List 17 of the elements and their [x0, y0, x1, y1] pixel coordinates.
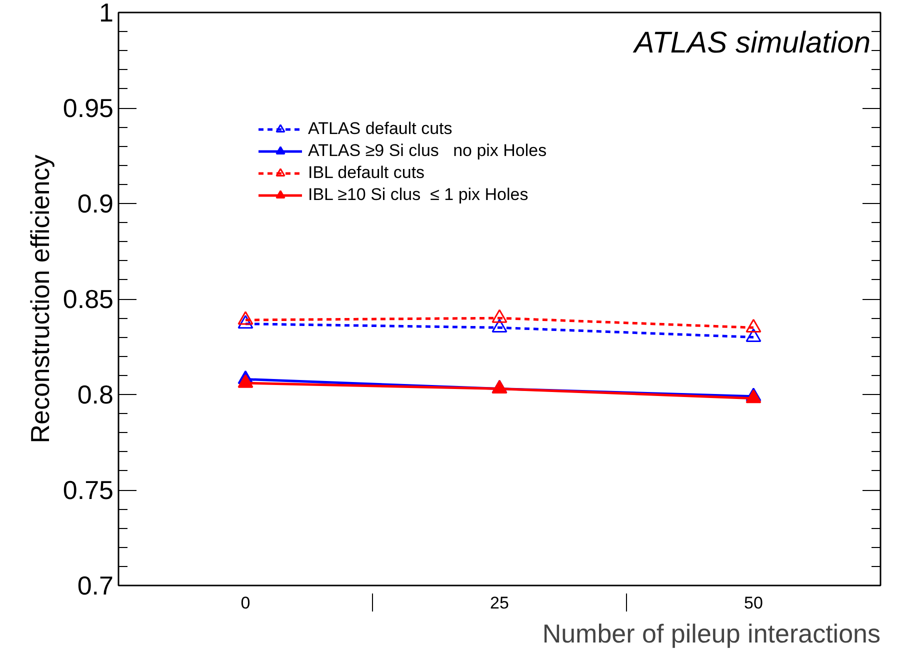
y-tick-label: 0.75	[62, 475, 114, 505]
y-axis-title: Reconstruction efficiency	[24, 154, 55, 444]
y-tick-label: 0.85	[62, 284, 114, 314]
y-tick-label: 0.9	[77, 188, 114, 218]
x-axis-title: Number of pileup interactions	[542, 618, 881, 648]
x-tick-label: 50	[744, 594, 763, 612]
legend-label: IBL ≥10 Si clus ≤ 1 pix Holes	[308, 185, 528, 205]
y-tick-label: 0.95	[62, 93, 114, 123]
legend-label: ATLAS default cuts	[308, 119, 452, 139]
legend-label: ATLAS ≥9 Si clus no pix Holes	[308, 141, 547, 161]
y-tick-label: 0.8	[77, 380, 114, 410]
x-tick-label: 0	[240, 594, 250, 612]
y-tick-label: 0.7	[77, 570, 114, 600]
x-tick-label: 25	[490, 594, 509, 612]
y-tick-label: 1	[99, 0, 114, 28]
annotation: ATLAS simulation	[632, 26, 871, 60]
legend-label: IBL default cuts	[308, 163, 425, 183]
